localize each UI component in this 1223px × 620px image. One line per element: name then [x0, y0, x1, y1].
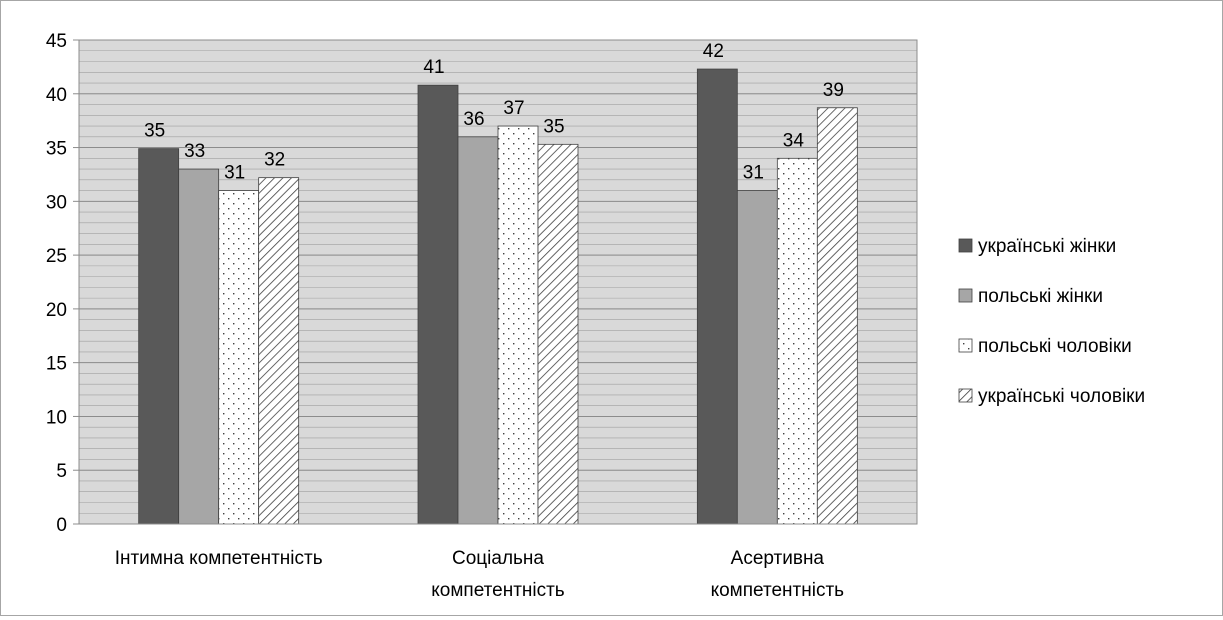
bar: [457, 136, 499, 525]
data-label: 35: [543, 116, 564, 137]
data-labels-group: 35 33 31 32 41 36 37 35 42 31 34 39: [144, 41, 844, 184]
data-label: 31: [224, 163, 245, 184]
y-tick-label: 30: [46, 192, 67, 213]
legend-label: польські чоловіки: [978, 336, 1132, 357]
data-label: 37: [503, 98, 524, 119]
data-label: 35: [144, 121, 165, 142]
data-label: 33: [184, 141, 205, 162]
y-tick-label: 10: [46, 407, 67, 428]
legend-swatch: [958, 238, 973, 253]
bars-group: [138, 68, 858, 525]
y-tick-label: 45: [46, 31, 67, 52]
y-tick-label: 15: [46, 354, 67, 375]
legend-swatch: [958, 288, 973, 303]
data-label: 34: [783, 130, 805, 151]
x-category-label: Соціальна компетентність: [431, 548, 565, 601]
y-tick-label: 25: [46, 246, 67, 267]
x-category-label-line: Асертивна: [731, 548, 825, 569]
bar: [218, 190, 260, 525]
data-label: 42: [703, 41, 724, 62]
x-category-label-line: компетентність: [711, 580, 845, 601]
x-category-label: Асертивна компетентність: [711, 548, 845, 601]
y-tick-label: 20: [46, 300, 67, 321]
x-category-label-line: Соціальна: [452, 548, 544, 569]
legend: українські жінки польські жінки польські ч…: [958, 236, 1145, 407]
x-category-label-line: Інтимна компетентність: [115, 548, 323, 569]
x-category-label-line: компетентність: [431, 580, 565, 601]
bar: [696, 68, 738, 525]
data-label: 41: [423, 57, 444, 78]
bar: [816, 107, 858, 525]
legend-label: польські жінки: [978, 286, 1103, 307]
bar: [258, 177, 300, 525]
bar: [138, 148, 180, 525]
axes-group: 0 5 10 15 20 25 30 35 40 45 Інтимна компетентність…: [46, 31, 917, 601]
x-category-label: Інтимна компетентність: [115, 548, 323, 569]
y-tick-label: 35: [46, 139, 67, 160]
data-label: 31: [743, 163, 764, 184]
bar: [736, 190, 778, 525]
data-label: 39: [823, 80, 844, 101]
bar: [537, 143, 579, 525]
legend-swatch: [958, 338, 973, 353]
bar: [417, 84, 459, 525]
data-label: 36: [463, 109, 484, 130]
bar: [178, 168, 220, 525]
y-tick-label: 5: [56, 461, 67, 482]
legend-label: українські чоловіки: [978, 386, 1145, 407]
y-tick-label: 40: [46, 85, 67, 106]
bar: [776, 157, 818, 525]
bar: [497, 125, 539, 525]
legend-swatch: [958, 388, 973, 403]
legend-label: українські жінки: [978, 236, 1116, 257]
y-tick-label: 0: [56, 515, 67, 536]
data-label: 32: [264, 150, 285, 171]
